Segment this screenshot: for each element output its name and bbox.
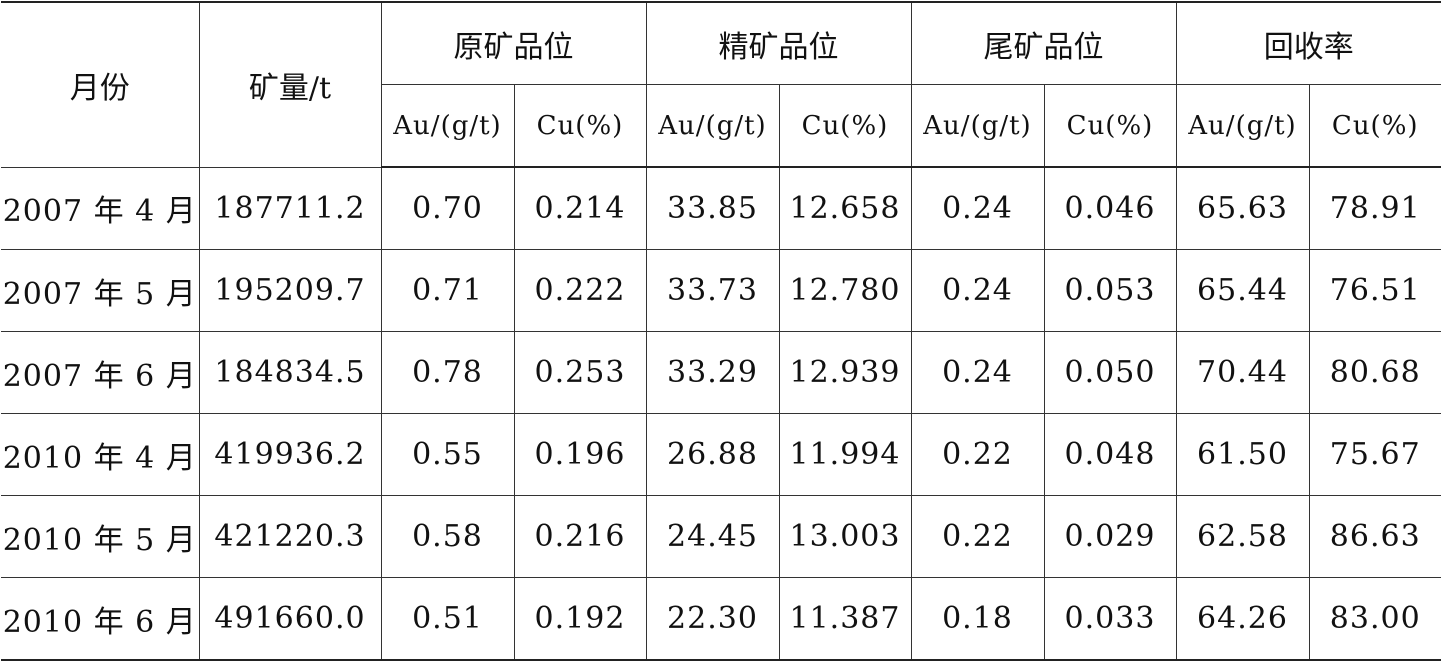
- cell-concentrate-cu: 12.780: [778, 249, 912, 332]
- cell-tailings-au: 0.22: [910, 413, 1045, 496]
- cell-recovery-cu: 76.51: [1308, 249, 1441, 332]
- column-header-month: 月份: [1, 1, 200, 168]
- cell-ore-amount: 491660.0: [198, 577, 382, 661]
- header-row-groups: 月份 矿量/t 原矿品位 精矿品位 尾矿品位 回收率: [1, 1, 1441, 168]
- cell-tailings-cu: 0.053: [1043, 249, 1177, 332]
- cell-recovery-cu: 80.68: [1308, 331, 1441, 414]
- cell-raw-au: 0.71: [380, 249, 515, 332]
- subcolumn-header-recovery-cu: Cu(%): [1308, 84, 1441, 168]
- cell-month: 2007 年 5 月: [1, 249, 200, 332]
- cell-recovery-cu: 78.91: [1308, 166, 1441, 250]
- cell-raw-au: 0.51: [380, 577, 515, 661]
- cell-recovery-au: 61.50: [1175, 413, 1310, 496]
- cell-recovery-cu: 75.67: [1308, 413, 1441, 496]
- cell-raw-au: 0.78: [380, 331, 515, 414]
- cell-raw-au: 0.70: [380, 166, 515, 250]
- group-header-tailings-grade: 尾矿品位: [910, 1, 1177, 85]
- cell-concentrate-au: 26.88: [645, 413, 780, 496]
- cell-tailings-cu: 0.048: [1043, 413, 1177, 496]
- subcolumn-header-tailings-au: Au/(g/t): [910, 84, 1045, 168]
- cell-recovery-au: 70.44: [1175, 331, 1310, 414]
- cell-month: 2010 年 4 月: [1, 413, 200, 496]
- cell-recovery-au: 65.63: [1175, 166, 1310, 250]
- cell-concentrate-cu: 12.939: [778, 331, 912, 414]
- cell-month: 2007 年 6 月: [1, 331, 200, 414]
- subcolumn-header-raw-au: Au/(g/t): [381, 84, 515, 168]
- cell-raw-cu: 0.214: [513, 166, 647, 250]
- table-row: 2010 年 4 月 419936.2 0.55 0.196 26.88 11.…: [1, 413, 1441, 496]
- cell-concentrate-cu: 11.994: [778, 413, 912, 496]
- group-header-recovery-rate: 回收率: [1175, 1, 1441, 85]
- cell-recovery-cu: 86.63: [1308, 495, 1441, 578]
- cell-recovery-au: 64.26: [1175, 577, 1310, 661]
- cell-tailings-au: 0.18: [910, 577, 1045, 661]
- cell-tailings-cu: 0.050: [1043, 331, 1177, 414]
- cell-concentrate-au: 24.45: [645, 495, 780, 578]
- column-header-ore-amount: 矿量/t: [198, 1, 382, 168]
- table-row: 2007 年 6 月 184834.5 0.78 0.253 33.29 12.…: [1, 331, 1441, 414]
- cell-recovery-au: 65.44: [1175, 249, 1310, 332]
- subcolumn-header-raw-cu: Cu(%): [513, 84, 647, 168]
- cell-concentrate-au: 22.30: [645, 577, 780, 661]
- cell-ore-amount: 419936.2: [198, 413, 382, 496]
- cell-month: 2007 年 4 月: [1, 166, 200, 250]
- table-row: 2007 年 5 月 195209.7 0.71 0.222 33.73 12.…: [1, 249, 1441, 332]
- cell-raw-cu: 0.216: [513, 495, 647, 578]
- header-row-subcolumns: Au/(g/t) Cu(%) Au/(g/t) Cu(%) Au/(g/t) C…: [1, 84, 1441, 168]
- table-row: 2010 年 5 月 421220.3 0.58 0.216 24.45 13.…: [1, 495, 1441, 578]
- subcolumn-header-concentrate-au: Au/(g/t): [645, 84, 780, 168]
- cell-raw-cu: 0.222: [513, 249, 647, 332]
- cell-ore-amount: 421220.3: [198, 495, 382, 578]
- subcolumn-header-recovery-au: Au/(g/t): [1175, 84, 1310, 168]
- cell-month: 2010 年 5 月: [1, 495, 200, 578]
- cell-concentrate-cu: 13.003: [778, 495, 912, 578]
- cell-recovery-cu: 83.00: [1308, 577, 1441, 661]
- cell-raw-cu: 0.196: [513, 413, 647, 496]
- cell-concentrate-au: 33.73: [645, 249, 780, 332]
- group-header-raw-ore-grade: 原矿品位: [380, 1, 647, 85]
- cell-tailings-cu: 0.033: [1043, 577, 1177, 661]
- subcolumn-header-tailings-cu: Cu(%): [1043, 84, 1177, 168]
- cell-ore-amount: 187711.2: [198, 166, 382, 250]
- cell-month: 2010 年 6 月: [1, 577, 200, 661]
- cell-concentrate-au: 33.29: [645, 331, 780, 414]
- cell-tailings-cu: 0.046: [1043, 166, 1177, 250]
- cell-raw-au: 0.55: [380, 413, 515, 496]
- cell-raw-au: 0.58: [380, 495, 515, 578]
- cell-tailings-au: 0.24: [910, 331, 1045, 414]
- cell-concentrate-cu: 11.387: [778, 577, 912, 661]
- cell-ore-amount: 195209.7: [198, 249, 382, 332]
- cell-concentrate-cu: 12.658: [778, 166, 912, 250]
- cell-tailings-cu: 0.029: [1043, 495, 1177, 578]
- cell-tailings-au: 0.22: [910, 495, 1045, 578]
- cell-raw-cu: 0.253: [513, 331, 647, 414]
- table-row: 2007 年 4 月 187711.2 0.70 0.214 33.85 12.…: [1, 166, 1441, 250]
- subcolumn-header-concentrate-cu: Cu(%): [778, 84, 912, 168]
- cell-raw-cu: 0.192: [513, 577, 647, 661]
- cell-tailings-au: 0.24: [910, 249, 1045, 332]
- cell-recovery-au: 62.58: [1175, 495, 1310, 578]
- cell-concentrate-au: 33.85: [645, 166, 780, 250]
- cell-tailings-au: 0.24: [910, 166, 1045, 250]
- group-header-concentrate-grade: 精矿品位: [645, 1, 912, 85]
- cell-ore-amount: 184834.5: [198, 331, 382, 414]
- table-row: 2010 年 6 月 491660.0 0.51 0.192 22.30 11.…: [1, 577, 1441, 661]
